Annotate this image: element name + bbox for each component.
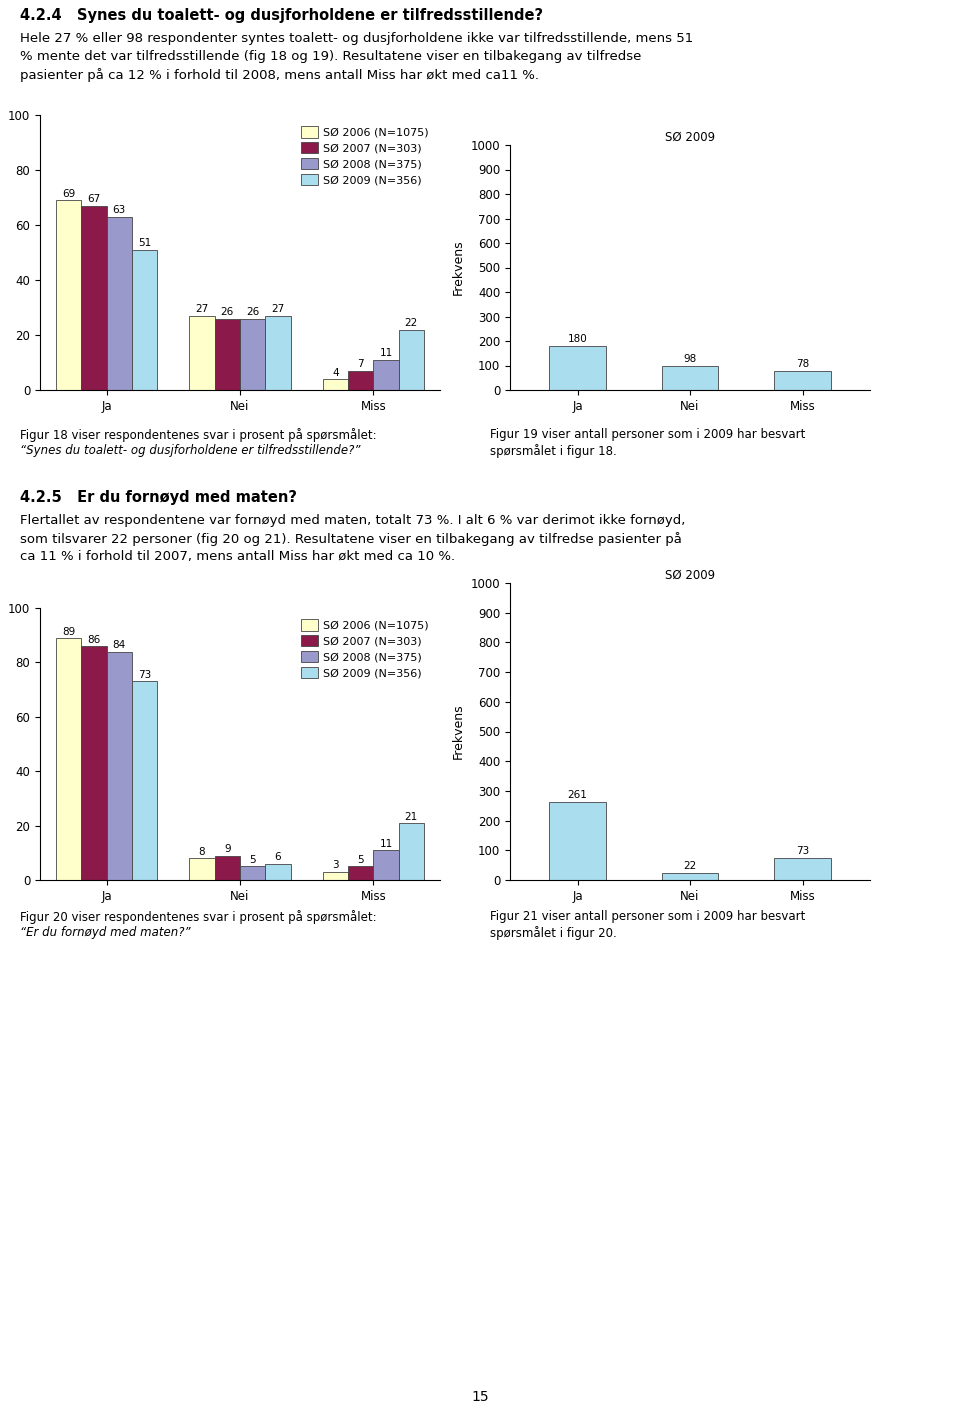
Text: 98: 98 (684, 353, 697, 365)
Bar (398, 822, 424, 880)
Bar (348, 866, 373, 880)
Text: 69: 69 (62, 189, 75, 199)
Bar (265, 315, 291, 390)
Bar (373, 360, 398, 390)
Text: 78: 78 (796, 359, 809, 369)
Text: ca 11 % i forhold til 2007, mens antall Miss har økt med ca 10 %.: ca 11 % i forhold til 2007, mens antall … (20, 551, 455, 563)
Bar (373, 850, 398, 880)
Title: SØ 2009: SØ 2009 (665, 131, 715, 144)
Text: 51: 51 (138, 238, 152, 248)
Text: 4: 4 (332, 367, 339, 377)
Text: 26: 26 (221, 307, 234, 317)
Bar (82, 646, 107, 880)
Text: 3: 3 (332, 860, 339, 870)
Text: 26: 26 (246, 307, 259, 317)
Text: Flertallet av respondentene var fornøyd med maten, totalt 73 %. I alt 6 % var de: Flertallet av respondentene var fornøyd … (20, 514, 685, 527)
Text: 5: 5 (250, 855, 256, 865)
Text: som tilsvarer 22 personer (fig 20 og 21). Resultatene viser en tilbakegang av ti: som tilsvarer 22 personer (fig 20 og 21)… (20, 532, 682, 546)
Text: 73: 73 (796, 846, 809, 856)
Text: “Er du fornøyd med maten?”: “Er du fornøyd med maten?” (20, 926, 191, 939)
Bar (348, 370, 373, 390)
Bar (240, 866, 265, 880)
Bar (189, 315, 215, 390)
Bar (661, 366, 718, 390)
Bar (549, 346, 606, 390)
Y-axis label: Prosent: Prosent (0, 721, 3, 767)
Text: 22: 22 (684, 862, 697, 872)
Bar (107, 652, 132, 880)
Text: 73: 73 (138, 670, 152, 680)
Text: 4.2.4   Synes du toalett- og dusjforholdene er tilfredsstillende?: 4.2.4 Synes du toalett- og dusjforholden… (20, 8, 543, 23)
Text: 261: 261 (567, 790, 588, 800)
Text: 6: 6 (275, 852, 281, 862)
Text: % mente det var tilfredsstillende (fig 18 og 19). Resultatene viser en tilbakega: % mente det var tilfredsstillende (fig 1… (20, 51, 641, 63)
Text: 180: 180 (567, 334, 588, 344)
Bar (215, 318, 240, 390)
Legend: SØ 2006 (N=1075), SØ 2007 (N=303), SØ 2008 (N=375), SØ 2009 (N=356): SØ 2006 (N=1075), SØ 2007 (N=303), SØ 20… (296, 121, 435, 190)
Text: “Synes du toalett- og dusjforholdene er tilfredsstillende?”: “Synes du toalett- og dusjforholdene er … (20, 444, 361, 458)
Bar (132, 681, 157, 880)
Text: 15: 15 (471, 1390, 489, 1404)
Bar (549, 803, 606, 880)
Y-axis label: Frekvens: Frekvens (452, 704, 465, 759)
Y-axis label: Prosent: Prosent (0, 230, 3, 276)
Bar (323, 872, 348, 880)
Bar (661, 873, 718, 880)
Text: 11: 11 (379, 348, 393, 359)
Bar (265, 863, 291, 880)
Text: 5: 5 (357, 855, 364, 865)
Text: 84: 84 (112, 641, 126, 650)
Text: 89: 89 (62, 627, 75, 636)
Bar (82, 206, 107, 390)
Bar (189, 859, 215, 880)
Text: 11: 11 (379, 839, 393, 849)
Text: spørsmålet i figur 18.: spørsmålet i figur 18. (490, 444, 616, 458)
Bar (107, 217, 132, 390)
Bar (775, 859, 830, 880)
Legend: SØ 2006 (N=1075), SØ 2007 (N=303), SØ 2008 (N=375), SØ 2009 (N=356): SØ 2006 (N=1075), SØ 2007 (N=303), SØ 20… (296, 614, 435, 684)
Bar (775, 370, 830, 390)
Text: 86: 86 (87, 635, 101, 645)
Bar (323, 379, 348, 390)
Y-axis label: Frekvens: Frekvens (452, 239, 465, 296)
Text: pasienter på ca 12 % i forhold til 2008, mens antall Miss har økt med ca11 %.: pasienter på ca 12 % i forhold til 2008,… (20, 68, 539, 82)
Bar (240, 318, 265, 390)
Bar (132, 249, 157, 390)
Bar (56, 638, 82, 880)
Text: 21: 21 (405, 811, 418, 821)
Bar (398, 329, 424, 390)
Text: spørsmålet i figur 20.: spørsmålet i figur 20. (490, 926, 616, 941)
Text: 9: 9 (224, 845, 230, 855)
Text: Figur 20 viser respondentenes svar i prosent på spørsmålet:: Figur 20 viser respondentenes svar i pro… (20, 910, 376, 924)
Text: 4.2.5   Er du fornøyd med maten?: 4.2.5 Er du fornøyd med maten? (20, 490, 297, 505)
Text: Figur 21 viser antall personer som i 2009 har besvart: Figur 21 viser antall personer som i 200… (490, 910, 805, 924)
Bar (56, 200, 82, 390)
Text: 63: 63 (112, 206, 126, 215)
Text: 8: 8 (199, 846, 205, 857)
Text: 27: 27 (272, 304, 284, 314)
Text: 7: 7 (357, 359, 364, 369)
Text: Figur 19 viser antall personer som i 2009 har besvart: Figur 19 viser antall personer som i 200… (490, 428, 805, 441)
Title: SØ 2009: SØ 2009 (665, 569, 715, 582)
Text: 22: 22 (405, 318, 418, 328)
Bar (215, 856, 240, 880)
Text: Hele 27 % eller 98 respondenter syntes toalett- og dusjforholdene ikke var tilfr: Hele 27 % eller 98 respondenter syntes t… (20, 32, 693, 45)
Text: 67: 67 (87, 194, 101, 204)
Text: 27: 27 (196, 304, 208, 314)
Text: Figur 18 viser respondentenes svar i prosent på spørsmålet:: Figur 18 viser respondentenes svar i pro… (20, 428, 376, 442)
